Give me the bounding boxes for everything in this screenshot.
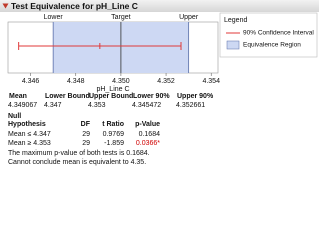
legend-label: 90% Confidence Interval bbox=[243, 30, 314, 37]
tests-header: p-Value bbox=[135, 121, 160, 128]
tests-cell: 0.0366* bbox=[135, 140, 160, 147]
tests-cell: -1.859 bbox=[104, 140, 124, 147]
summary-value: 4.349067 bbox=[8, 102, 38, 109]
tests-cell: 29 bbox=[82, 140, 90, 147]
summary-header: Lower Bound bbox=[45, 93, 90, 100]
tests-header: t Ratio bbox=[102, 121, 124, 128]
summary-header: Upper Bound bbox=[89, 93, 134, 100]
page: Test Equivalence for pH_Line C Lower Targ… bbox=[0, 0, 319, 167]
summary-value: 4.345472 bbox=[132, 102, 162, 109]
header-bar bbox=[0, 0, 319, 12]
summary-header: Upper 90% bbox=[177, 93, 214, 100]
x-tick-label: 4.350 bbox=[112, 78, 130, 85]
panel-title: Test Equivalence for pH_Line C bbox=[11, 1, 138, 11]
summary-value: 4.347 bbox=[44, 102, 62, 109]
summary-value: 4.352661 bbox=[176, 102, 206, 109]
bound-label: Upper bbox=[179, 14, 199, 21]
tests-header: DF bbox=[80, 121, 90, 128]
summary-value: 4.353 bbox=[88, 102, 106, 109]
x-tick-label: 4.346 bbox=[22, 78, 40, 85]
summary-header: Lower 90% bbox=[133, 93, 170, 100]
tests-header: Null Hypothesis bbox=[8, 113, 46, 128]
report: Test Equivalence for pH_Line C Lower Targ… bbox=[0, 0, 319, 93]
tests-cell: 0.9769 bbox=[102, 131, 124, 138]
legend-label: Equivalence Region bbox=[243, 42, 301, 49]
tests-cell: Mean ≤ 4.347 bbox=[8, 131, 51, 138]
bound-label: Lower bbox=[44, 14, 64, 21]
footer-note: Cannot conclude mean is equivalent to 4.… bbox=[8, 159, 147, 166]
footer-note: The maximum p-value of both tests is 0.1… bbox=[8, 150, 150, 157]
legend-title: Legend bbox=[224, 17, 247, 24]
tests-cell: 29 bbox=[82, 131, 90, 138]
bound-label: Target bbox=[111, 14, 131, 21]
legend-box bbox=[219, 12, 318, 58]
disclosure-icon[interactable] bbox=[2, 3, 9, 9]
tests-cell: 0.1684 bbox=[138, 131, 160, 138]
legend-swatch bbox=[226, 40, 240, 50]
x-axis-label: pH_Line C bbox=[96, 86, 129, 93]
x-tick-label: 4.348 bbox=[67, 78, 85, 85]
x-tick-label: 4.354 bbox=[202, 78, 220, 85]
x-tick-label: 4.352 bbox=[157, 78, 175, 85]
summary-header: Mean bbox=[9, 93, 27, 100]
tests-cell: Mean ≥ 4.353 bbox=[8, 140, 51, 147]
